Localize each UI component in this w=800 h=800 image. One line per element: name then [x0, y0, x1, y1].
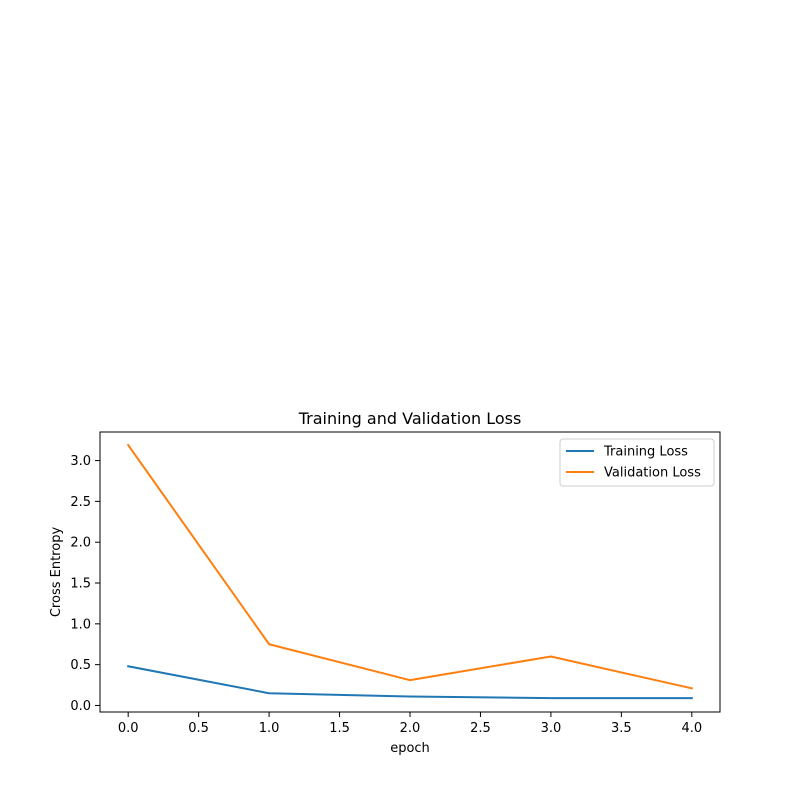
y-tick-label: 1.5 [70, 577, 91, 592]
chart-title: Training and Validation Loss [298, 409, 522, 428]
y-axis: 0.0 0.5 1.0 1.5 2.0 2.5 3.0 [70, 454, 100, 714]
x-tick-label: 1.0 [259, 721, 280, 736]
y-axis-label: Cross Entropy [49, 527, 64, 618]
plot-area [126, 443, 694, 700]
x-tick-label: 0.5 [188, 721, 209, 736]
legend-label-0: Training Loss [603, 445, 688, 460]
x-tick-label: 3.0 [541, 721, 562, 736]
legend-label-1: Validation Loss [604, 466, 701, 481]
y-tick-label: 1.0 [70, 617, 91, 632]
x-tick-label: 2.0 [400, 721, 421, 736]
y-tick-label: 2.5 [70, 495, 91, 510]
x-tick-label: 4.0 [681, 721, 702, 736]
x-tick-label: 0.0 [118, 721, 139, 736]
y-tick-label: 0.0 [70, 699, 91, 714]
x-tick-label: 2.5 [470, 721, 491, 736]
x-tick-label: 3.5 [611, 721, 632, 736]
y-tick-label: 0.5 [70, 658, 91, 673]
legend: Training Loss Validation Loss [559, 438, 715, 487]
x-axis: 0.0 0.5 1.0 1.5 2.0 2.5 3.0 3.5 4.0 [118, 712, 702, 736]
y-tick-label: 3.0 [70, 454, 91, 469]
series-line-1 [126, 443, 694, 690]
series-line-0 [127, 665, 693, 700]
x-axis-label: epoch [390, 741, 430, 756]
legend-box [559, 438, 715, 487]
x-tick-label: 1.5 [329, 721, 350, 736]
y-tick-label: 2.0 [70, 536, 91, 551]
